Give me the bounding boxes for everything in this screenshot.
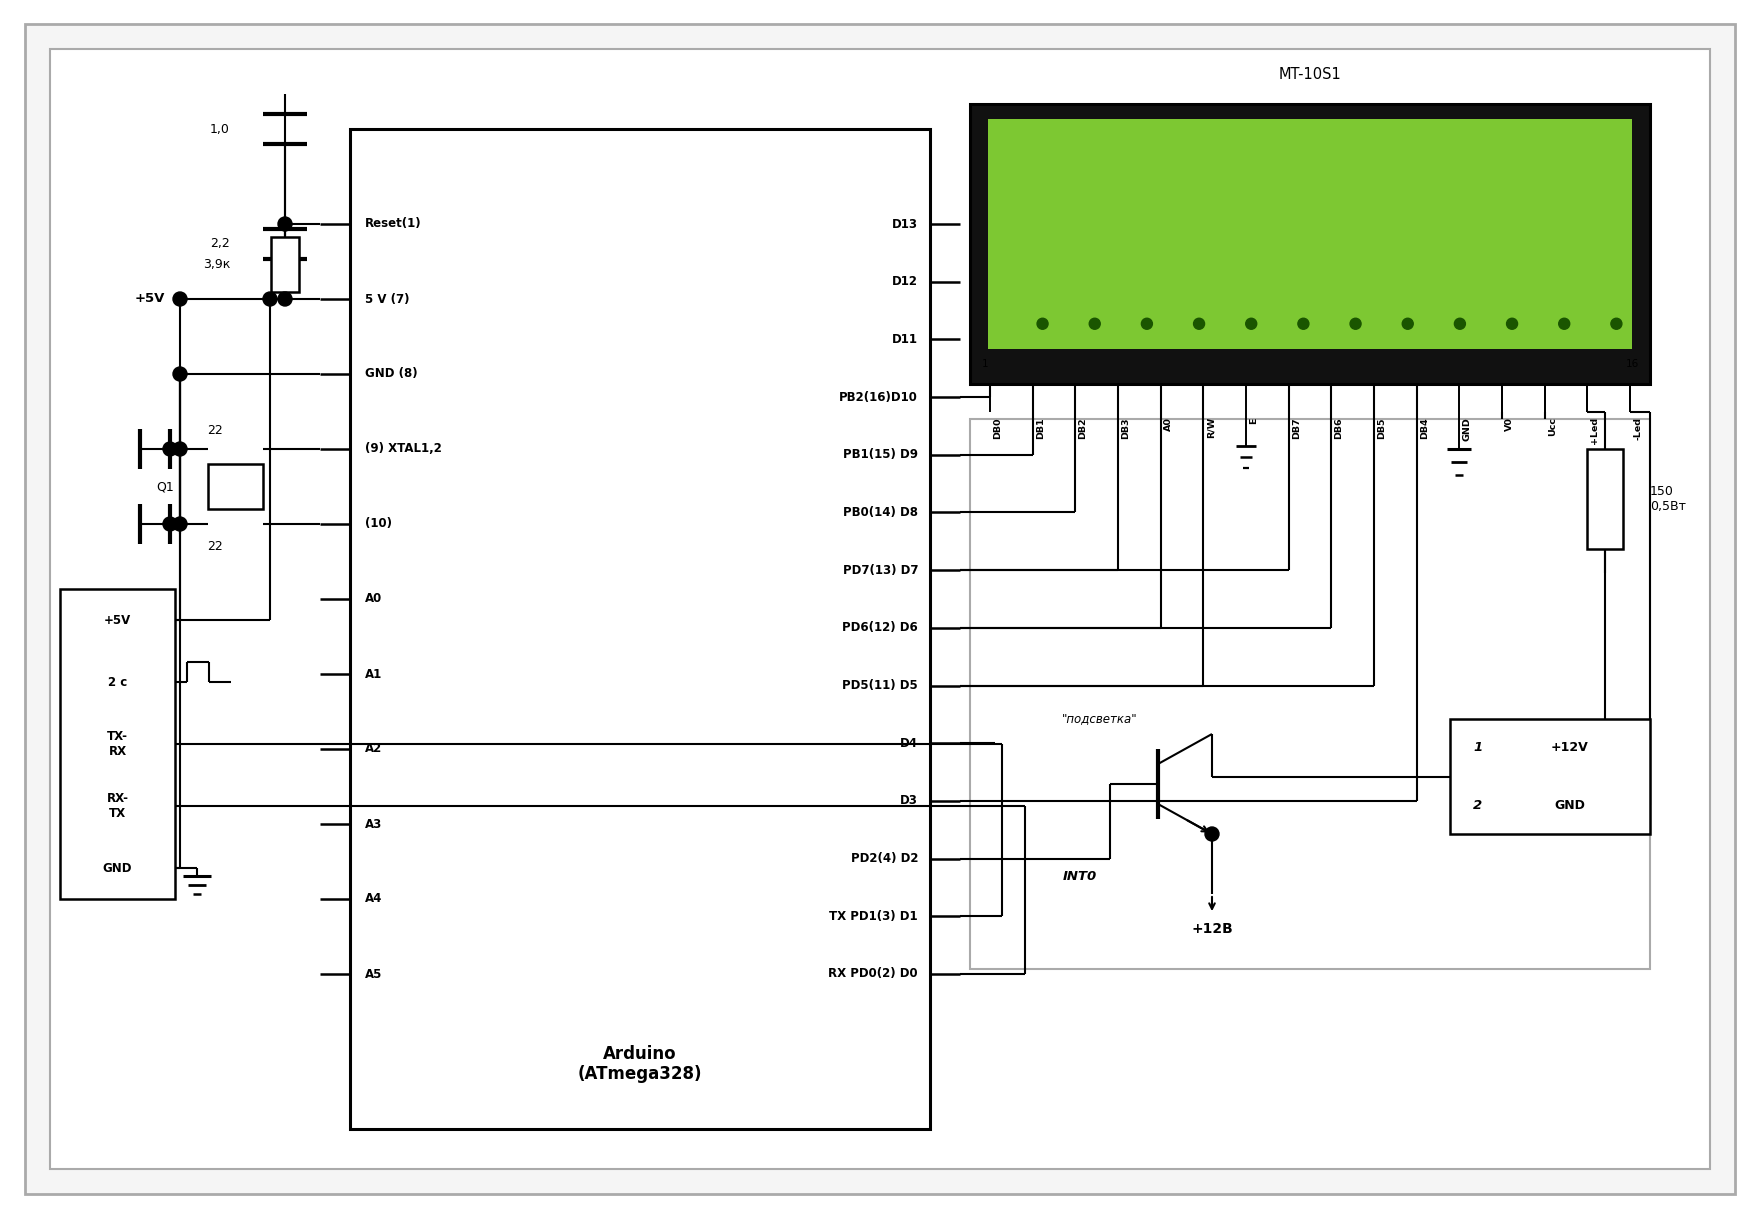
Text: INT0: INT0 — [1064, 870, 1097, 883]
Bar — [970, 419, 1650, 969]
Text: D12: D12 — [893, 275, 917, 288]
Circle shape — [1245, 318, 1257, 329]
Text: RX PD0(2) D0: RX PD0(2) D0 — [828, 968, 917, 980]
Text: DB2: DB2 — [1078, 417, 1087, 439]
Text: RX-
TX: RX- TX — [106, 792, 129, 820]
Text: E: E — [1249, 417, 1257, 423]
Text: D13: D13 — [893, 217, 917, 230]
Text: Reset(1): Reset(1) — [365, 217, 421, 230]
Text: A2: A2 — [365, 742, 382, 756]
Text: 2,2: 2,2 — [210, 238, 231, 250]
Circle shape — [173, 367, 187, 382]
Text: PB2(16)D10: PB2(16)D10 — [840, 390, 917, 403]
Text: GND: GND — [1462, 417, 1472, 441]
Text: DB3: DB3 — [1122, 417, 1131, 439]
Text: 2 c: 2 c — [107, 675, 127, 689]
Text: PD5(11) D5: PD5(11) D5 — [842, 679, 917, 692]
Text: +5V: +5V — [136, 293, 166, 306]
Text: V0: V0 — [1506, 417, 1514, 430]
Text: PD6(12) D6: PD6(12) D6 — [842, 622, 917, 634]
Bar — [970, 104, 1650, 384]
Text: MT-10S1: MT-10S1 — [1278, 67, 1342, 82]
Text: DB6: DB6 — [1335, 417, 1344, 439]
Text: PB0(14) D8: PB0(14) D8 — [844, 506, 917, 519]
Bar — [60, 589, 174, 898]
Text: "подсветка": "подсветка" — [1062, 712, 1138, 725]
Text: -Led: -Led — [1632, 417, 1641, 440]
Text: DB1: DB1 — [1035, 417, 1044, 439]
Circle shape — [1351, 318, 1361, 329]
Text: A1: A1 — [365, 668, 382, 680]
Text: A4: A4 — [365, 892, 382, 906]
Text: 16: 16 — [1625, 360, 1639, 369]
Text: A3: A3 — [365, 818, 382, 830]
Circle shape — [278, 293, 292, 306]
Circle shape — [173, 517, 187, 531]
Text: GND: GND — [102, 862, 132, 874]
Circle shape — [1298, 318, 1308, 329]
Circle shape — [1090, 318, 1101, 329]
Text: A0: A0 — [1164, 417, 1173, 430]
Text: Ucc: Ucc — [1548, 417, 1557, 436]
Text: R/W: R/W — [1206, 417, 1215, 439]
Text: (9) XTAL1,2: (9) XTAL1,2 — [365, 442, 442, 456]
Circle shape — [164, 442, 178, 456]
Text: PB1(15) D9: PB1(15) D9 — [844, 449, 917, 461]
Circle shape — [1611, 318, 1622, 329]
Circle shape — [278, 217, 292, 230]
Circle shape — [164, 517, 178, 531]
Text: TX PD1(3) D1: TX PD1(3) D1 — [829, 909, 917, 923]
Circle shape — [1205, 826, 1219, 841]
Text: D11: D11 — [893, 333, 917, 346]
Text: A0: A0 — [365, 592, 382, 606]
Circle shape — [173, 442, 187, 456]
Circle shape — [1141, 318, 1152, 329]
Circle shape — [1507, 318, 1518, 329]
Text: D4: D4 — [900, 736, 917, 750]
Text: A5: A5 — [365, 968, 382, 980]
Text: +12V: +12V — [1551, 741, 1588, 755]
Text: 3,9к: 3,9к — [203, 257, 231, 271]
Text: DB0: DB0 — [993, 417, 1002, 439]
Text: DB4: DB4 — [1419, 417, 1428, 439]
Text: +Led: +Led — [1590, 417, 1599, 444]
Text: D3: D3 — [900, 795, 917, 807]
Bar — [208, 464, 262, 510]
Text: +5V: +5V — [104, 613, 130, 627]
Text: PD7(13) D7: PD7(13) D7 — [842, 563, 917, 577]
Text: 22: 22 — [208, 540, 224, 552]
Bar — [350, 129, 930, 1129]
Circle shape — [1194, 318, 1205, 329]
Text: TX-
RX: TX- RX — [107, 730, 129, 758]
Text: 1: 1 — [1474, 741, 1483, 755]
Circle shape — [1402, 318, 1414, 329]
Text: Arduino
(ATmega328): Arduino (ATmega328) — [578, 1045, 703, 1084]
Circle shape — [1455, 318, 1465, 329]
Text: DB7: DB7 — [1291, 417, 1301, 439]
Circle shape — [1037, 318, 1048, 329]
Text: PD2(4) D2: PD2(4) D2 — [851, 852, 917, 865]
Text: 1,0: 1,0 — [210, 122, 231, 135]
Text: 22: 22 — [208, 424, 224, 438]
Bar — [988, 119, 1632, 349]
Bar — [1449, 719, 1650, 834]
Text: (10): (10) — [365, 518, 393, 530]
Circle shape — [173, 293, 187, 306]
Circle shape — [262, 293, 276, 306]
Text: 5 V (7): 5 V (7) — [365, 293, 410, 306]
Text: 1: 1 — [981, 360, 988, 369]
Text: DB5: DB5 — [1377, 417, 1386, 439]
Bar — [271, 236, 299, 291]
Bar — [1587, 449, 1624, 549]
Text: +12В: +12В — [1190, 922, 1233, 936]
Text: 150
0,5Вт: 150 0,5Вт — [1650, 485, 1685, 513]
Circle shape — [1558, 318, 1569, 329]
Text: Q1: Q1 — [157, 480, 174, 492]
Text: 2: 2 — [1474, 798, 1483, 812]
Text: GND (8): GND (8) — [365, 367, 417, 380]
Text: GND: GND — [1555, 798, 1585, 812]
